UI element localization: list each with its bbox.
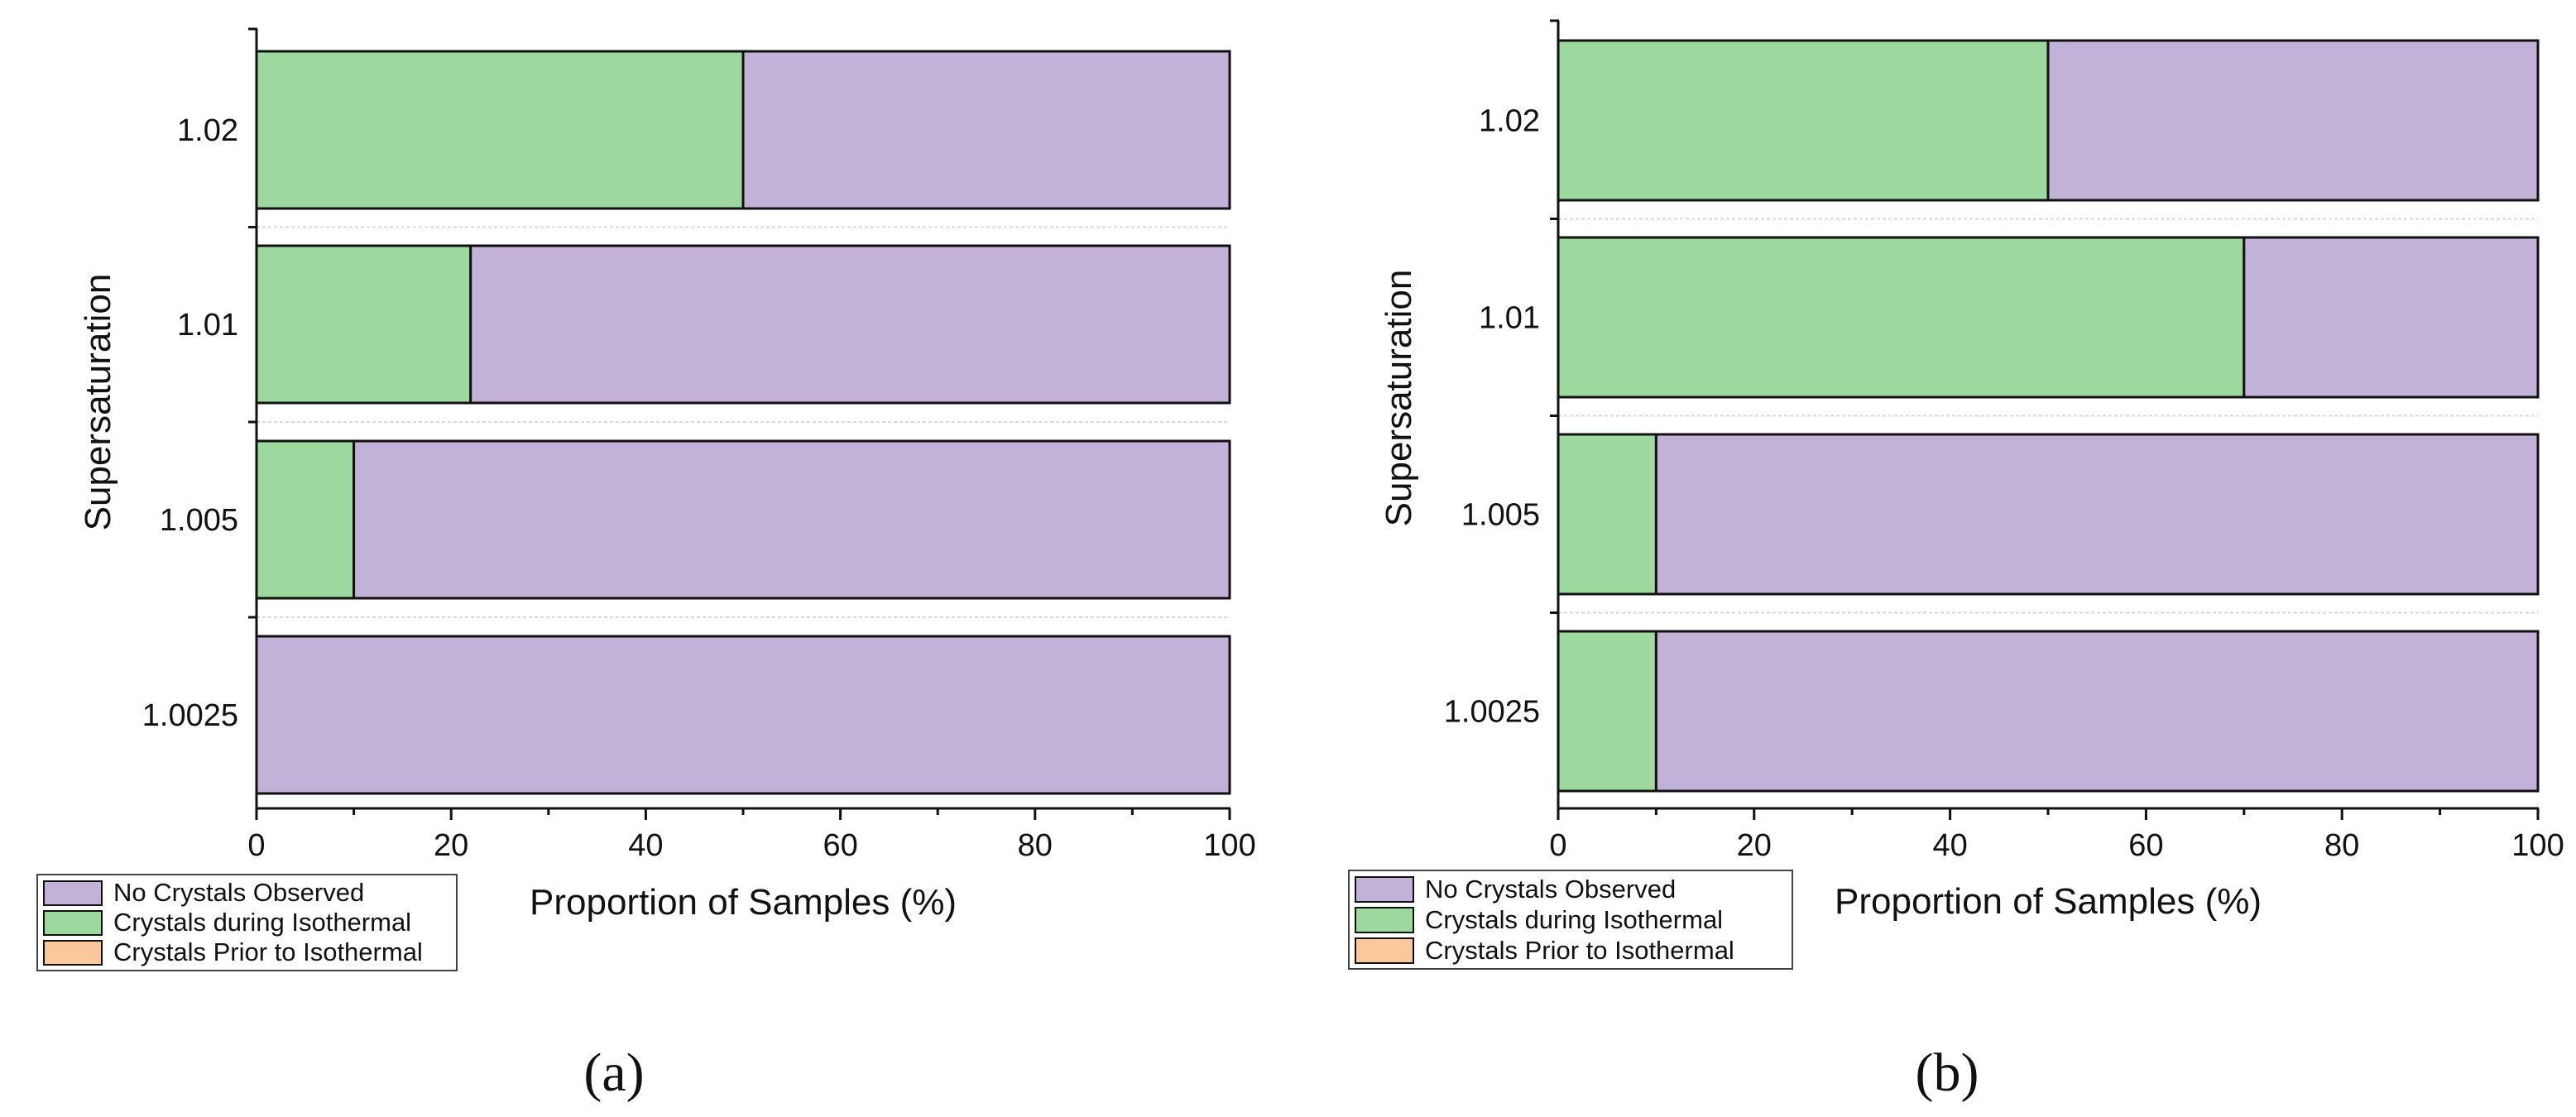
panel-b-legend-swatch-during (1355, 907, 1414, 933)
panel-a-legend-swatch-prior (43, 940, 103, 966)
panel-a-ytick-label: 1.01 (177, 308, 238, 343)
panel-a-bar-during-1.01 (255, 244, 473, 405)
panel-b-chart: 1.02 1.01 1.005 1.0025 0 20 40 60 80 100 Proportio… (1348, 19, 2564, 1103)
panel-b-x-axis-title: Proportion of Samples (%) (1835, 881, 2262, 922)
panel-a-legend-label: No Crystals Observed (113, 878, 364, 907)
panel-b-ytick-label: 1.0025 (1444, 695, 1540, 730)
panel-a-xtick-label: 0 (247, 828, 265, 863)
panel-b-bar-none-1.0025 (1654, 630, 2540, 793)
panel-b-y-axis-title: Supersaturation (1379, 270, 1419, 527)
panel-a-bar-during-1.02 (255, 50, 745, 210)
panel-a-chart: 1.02 1.01 1.005 1.0025 0 20 40 60 80 100 Proportio… (36, 27, 1256, 1103)
panel-b-bar-during-1.01 (1557, 236, 2246, 399)
panel-a-legend (36, 874, 458, 971)
panel-a-y-axis-title: Supersaturation (78, 274, 118, 531)
panel-b-xtick-label: 20 (1737, 828, 1772, 863)
panel-b-xtick-label: 60 (2128, 828, 2163, 863)
panel-b-legend-label: Crystals Prior to Isothermal (1425, 936, 1734, 965)
panel-a-x-axis-title: Proportion of Samples (%) (530, 882, 957, 923)
panel-b-xtick-label: 80 (2324, 828, 2359, 863)
panel-b-ytick-label: 1.01 (1479, 301, 1540, 336)
panel-b-legend (1348, 870, 1793, 970)
panel-b-xtick-label: 100 (2511, 828, 2564, 863)
panel-a-legend-swatch-during (43, 910, 103, 936)
panel-a-ytick-label: 1.005 (160, 503, 238, 538)
panel-b-bar-during-1.02 (1557, 39, 2050, 202)
panel-a-xtick-label: 60 (823, 828, 857, 863)
panel-b-bar-none-1.005 (1654, 433, 2540, 596)
panel-b-legend-swatch-none (1355, 876, 1414, 903)
panel-a-ytick-label: 1.02 (177, 113, 238, 148)
panel-b-bar-none-1.02 (2046, 39, 2540, 202)
panel-b-label: (b) (1916, 1043, 1979, 1103)
panel-b-xtick-label: 40 (1932, 828, 1967, 863)
panel-a-label: (a) (583, 1043, 644, 1103)
panel-a-xtick-label: 20 (434, 828, 468, 863)
panel-b-legend-label: Crystals during Isothermal (1425, 905, 1723, 934)
panel-b-legend-swatch-prior (1355, 937, 1414, 964)
panel-a-legend-label: Crystals Prior to Isothermal (113, 937, 423, 966)
panel-a-ytick-label: 1.0025 (142, 698, 238, 733)
panel-b-bar-none-1.01 (2243, 236, 2540, 399)
panel-b-xtick-label: 0 (1549, 828, 1566, 863)
panel-b-bar-during-1.005 (1557, 433, 1657, 596)
panel-a-bar-none-1.005 (353, 439, 1231, 600)
panel-a-xtick-label: 100 (1203, 828, 1255, 863)
panel-a-bar-none-1.01 (469, 244, 1231, 405)
panel-a-bar-none-1.02 (741, 50, 1231, 210)
panel-a-xtick-label: 80 (1018, 828, 1053, 863)
panel-b-ytick-label: 1.02 (1479, 104, 1540, 139)
panel-b-ytick-label: 1.005 (1461, 498, 1540, 533)
panel-a-legend-swatch-none (43, 880, 103, 906)
panel-a-legend-label: Crystals during Isothermal (113, 908, 411, 937)
panel-b-legend-label: No Crystals Observed (1425, 875, 1676, 904)
panel-a-bar-during-1.005 (255, 439, 356, 600)
panel-a-bar-none-1.0025 (255, 635, 1231, 795)
panel-b-bar-during-1.0025 (1557, 630, 1657, 793)
panel-a-xtick-label: 40 (628, 828, 663, 863)
